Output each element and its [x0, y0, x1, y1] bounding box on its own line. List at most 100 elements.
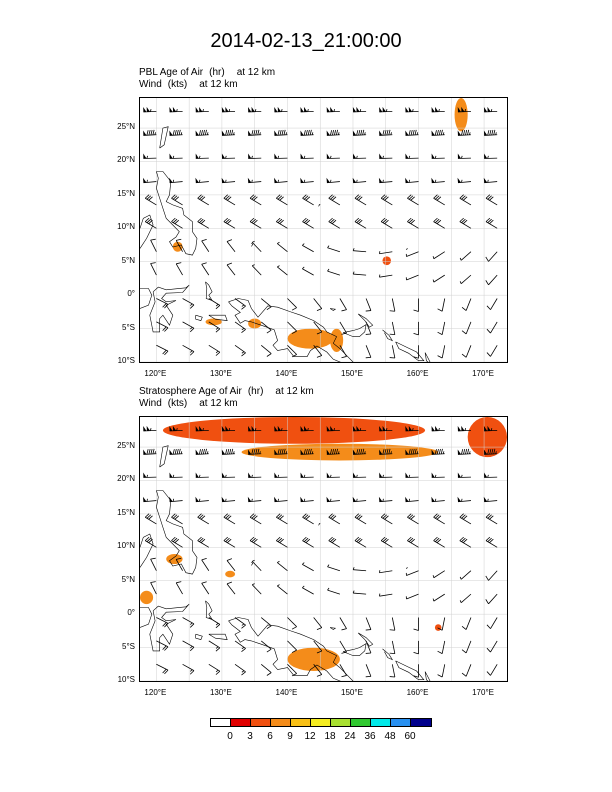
panel1-wind-barb: [459, 251, 472, 261]
panel2-coast-16: [318, 523, 321, 526]
panel2-wind-barb: [413, 664, 419, 678]
panel2-wind-barb: [300, 496, 314, 503]
panel1-wind-barb: [339, 298, 347, 312]
panel2-wind-barb: [221, 496, 236, 503]
panel1-wind-barb: [276, 194, 288, 206]
panel1-wind-barb: [143, 106, 157, 113]
panel2-wind-barb: [352, 425, 367, 432]
panel1-coast-8: [228, 298, 354, 362]
panel1-wind-barb: [313, 298, 323, 311]
panel2-wind-barb: [389, 617, 396, 631]
panel2-wind-barb: [365, 664, 372, 678]
panel1-wind-barb: [328, 194, 341, 206]
panel2-wind-barb: [175, 557, 183, 571]
panel2-wind-barb: [247, 448, 262, 455]
panel1-wind-barb: [274, 153, 288, 159]
panel2-wind-barb: [221, 425, 236, 432]
panel1-wind-barb: [457, 129, 471, 136]
colorbar-swatch: [311, 719, 331, 726]
panel2-wind-barb: [201, 581, 210, 595]
panel2-wind-barb: [405, 472, 419, 478]
panel2-map: [139, 416, 508, 682]
panel2-wind-barb: [287, 640, 297, 653]
panel1-wind-barb: [175, 238, 183, 252]
panel2-wind-barb: [431, 496, 445, 503]
panel1-wind-barb: [208, 344, 221, 356]
panel2-wind-barb: [302, 562, 314, 572]
panel1-wind-barb: [223, 194, 236, 206]
panel2-wind-barb: [143, 425, 157, 432]
panel2-wind-barb: [405, 570, 419, 576]
panel2-wind-barb: [195, 496, 209, 503]
panel2-wind-barb: [169, 425, 183, 432]
panel2-lon-label: 140°E: [275, 688, 298, 697]
panel2-coast-0: [140, 533, 154, 568]
colorbar-swatch: [291, 719, 311, 726]
panel1-wind-barb: [302, 217, 314, 229]
colorbar-label: 18: [324, 731, 336, 742]
panel2-field-units: (hr): [247, 386, 264, 397]
panel2-wind-barb: [249, 536, 262, 548]
panel2-wind-barb: [379, 570, 393, 574]
panel1-wind-barb: [365, 298, 372, 312]
panel1-region-0: [454, 98, 468, 132]
panel2-wind-barb: [380, 536, 393, 548]
panel2-wind-barb: [354, 513, 367, 525]
panel1-coast-0: [140, 214, 154, 249]
panel2-wind-barb: [433, 536, 445, 548]
panel2-wind-barb: [300, 448, 314, 455]
panel1-wind-barb: [302, 194, 314, 206]
panel1-lat-label: 25°N: [117, 122, 135, 132]
panel2-wind-barb: [389, 664, 396, 678]
panel2-wind-barb: [223, 536, 236, 548]
panel2-lat-label: 20°N: [117, 474, 135, 484]
panel2-wind-barb: [234, 640, 246, 652]
panel1-wind-barb: [486, 345, 498, 357]
panel2-coast-1: [156, 490, 198, 575]
panel1-wind-barb: [328, 217, 341, 229]
panel1-wind-barb: [352, 248, 367, 253]
panel1-wind-barb: [326, 106, 340, 113]
panel1-lat-label: 0°: [127, 289, 135, 299]
panel1-region-6: [330, 328, 344, 352]
panel2-wind-barb: [223, 513, 236, 525]
panel1-wind-barb: [234, 321, 246, 333]
panel1-wind-barb: [326, 153, 340, 159]
panel2-wind-barb: [483, 448, 498, 455]
panel1-wind-barb: [287, 345, 297, 358]
panel1-wind-barb: [274, 129, 288, 136]
panel2-wind-barb: [247, 496, 262, 503]
panel1-wind-barb: [208, 321, 221, 333]
panel1-lat-label: 20°N: [117, 155, 135, 165]
panel2-coast-10: [357, 632, 374, 647]
panel1-wind-barb: [432, 251, 445, 260]
panel2-lat-label: 10°S: [117, 675, 135, 684]
colorbar-swatch: [411, 719, 431, 726]
panel1-wind-barb: [352, 271, 367, 276]
panel1-wind-barb: [300, 177, 314, 184]
panel2-wind-barb: [405, 593, 419, 600]
panel1-field-units: (hr): [209, 67, 225, 78]
panel2-wind-barb: [234, 617, 246, 629]
panel1-wind-barb: [380, 217, 393, 229]
panel2-region-0: [162, 417, 426, 444]
panel1-lon-label: 140°E: [275, 369, 298, 378]
panel2-wind-barb: [221, 448, 236, 455]
panel1-wind-barb: [169, 106, 183, 113]
colorbar-label: 6: [267, 731, 273, 742]
panel1-wind-barb: [485, 251, 498, 262]
panel1-shading: [172, 98, 468, 352]
panel1-wind-barb: [171, 217, 183, 229]
panel2-wind-barb: [169, 448, 183, 455]
panel1-wind-barb: [457, 106, 471, 113]
panel2-coast-8: [228, 617, 354, 681]
panel1-wind-barb: [197, 217, 210, 229]
panel2-wind-barb: [143, 472, 157, 478]
panel2-wind-barbs: [142, 425, 498, 678]
panel2-lat-label: 5°N: [121, 574, 135, 584]
panel1-wind-barb: [432, 274, 445, 283]
panel1-lon-label: 160°E: [406, 369, 429, 378]
panel2-wind-barb: [274, 472, 288, 478]
panel2-coast-15: [251, 561, 254, 566]
panel1-wind-barb: [143, 153, 157, 159]
